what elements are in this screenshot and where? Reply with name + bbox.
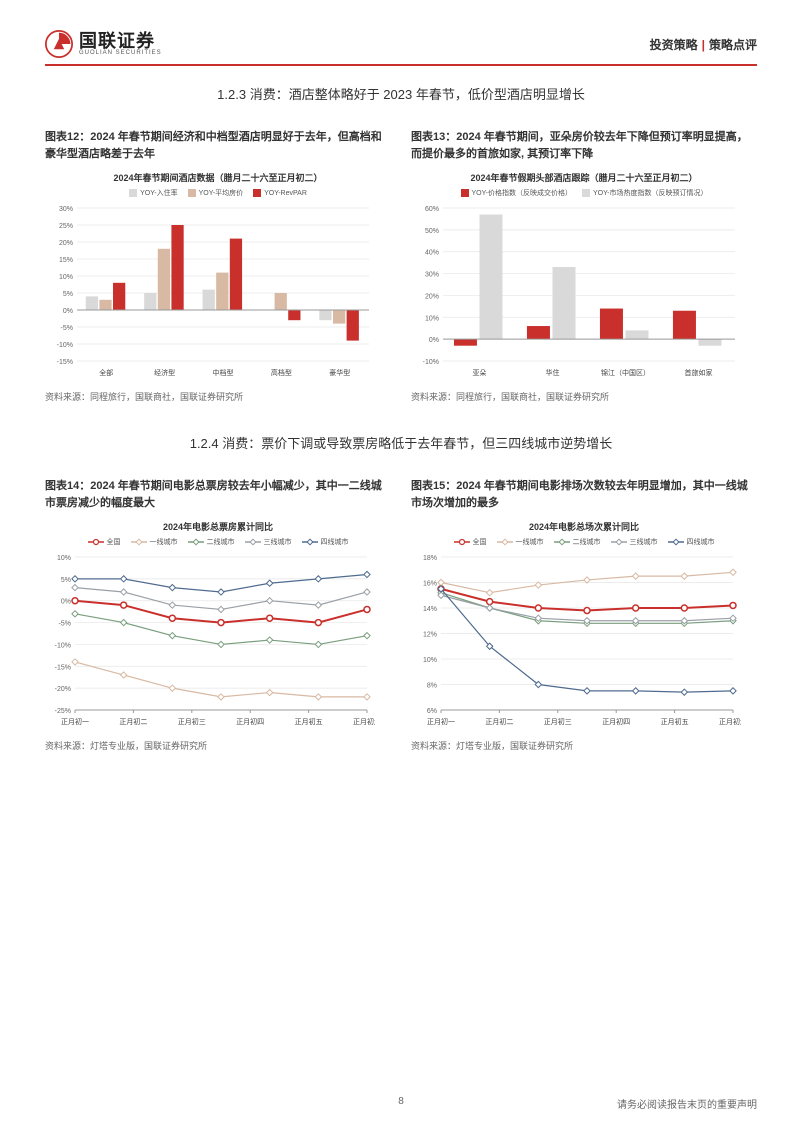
section-num: 1.2.3 [217, 87, 246, 102]
fig14-source: 资料来源：灯塔专业版，国联证券研究所 [45, 739, 391, 752]
svg-text:60%: 60% [425, 206, 439, 213]
svg-text:豪华型: 豪华型 [329, 368, 350, 377]
svg-text:-10%: -10% [57, 342, 73, 349]
section-title-124: 1.2.4 消费：票价下调或导致票房略低于去年春节，但三四线城市逆势增长 [45, 433, 757, 452]
breadcrumb-b: 策略点评 [709, 38, 757, 52]
fig14-legend: 全国一线城市二线城市三线城市四线城市 [45, 537, 391, 547]
svg-text:0%: 0% [61, 599, 71, 606]
svg-text:5%: 5% [61, 577, 71, 584]
fig15-legend: 全国一线城市二线城市三线城市四线城市 [411, 537, 757, 547]
svg-text:华住: 华住 [546, 368, 560, 377]
row-fig-12-13: 图表12：2024 年春节期间经济和中档型酒店明显好于去年，但高档和豪华型酒店略… [45, 129, 757, 403]
svg-text:15%: 15% [59, 257, 73, 264]
page-header: 国联证券 GUOLIAN SECURITIES 投资策略 | 策略点评 [45, 30, 757, 66]
fig12-caption: 图表12：2024 年春节期间经济和中档型酒店明显好于去年，但高档和豪华型酒店略… [45, 129, 391, 163]
fig13-chart: -10% 0% 10% 20% 30% 40% 50% 60% 亚朵 华住 锦江（中国区） 首旅如家 [411, 204, 741, 379]
svg-text:5%: 5% [63, 291, 73, 298]
svg-text:正月初一: 正月初一 [427, 717, 455, 726]
fig15-source: 资料来源：灯塔专业版，国联证券研究所 [411, 739, 757, 752]
fig13-title: 2024年春节假期头部酒店跟踪（腊月二十六至正月初二） [411, 171, 757, 184]
svg-text:30%: 30% [425, 272, 439, 279]
fig15-caption: 图表15：2024 年春节期间电影排场次数较去年明显增加，其中一线城市场次增加的… [411, 478, 757, 512]
section-label: 消费：酒店整体略好于 2023 年春节，低价型酒店明显增长 [250, 87, 585, 102]
svg-text:全部: 全部 [99, 368, 113, 377]
fig12-chart: -15% -10% -5% 0% 5% 10% 15% 20% 25% 30% 全部 经济型 中档型 高档… [45, 204, 375, 379]
svg-text:首旅如家: 首旅如家 [685, 368, 713, 377]
svg-text:30%: 30% [59, 206, 73, 213]
svg-text:-20%: -20% [55, 686, 71, 693]
svg-text:高档型: 高档型 [271, 368, 292, 377]
guolian-logo-icon [45, 30, 73, 58]
svg-text:20%: 20% [59, 240, 73, 247]
logo-en: GUOLIAN SECURITIES [79, 50, 162, 56]
fig13: 图表13：2024 年春节期间，亚朵房价较去年下降但预订率明显提高，而提价最多的… [411, 129, 757, 403]
svg-text:正月初六: 正月初六 [353, 717, 375, 726]
fig13-legend: YOY-价格指数（反映成交价格）YOY-市场热度指数（反映预订情况） [411, 188, 757, 198]
section-title-123: 1.2.3 消费：酒店整体略好于 2023 年春节，低价型酒店明显增长 [45, 84, 757, 103]
svg-text:正月初五: 正月初五 [661, 717, 689, 726]
svg-text:0%: 0% [429, 337, 439, 344]
svg-text:14%: 14% [423, 606, 437, 613]
svg-text:16%: 16% [423, 581, 437, 588]
svg-text:25%: 25% [59, 223, 73, 230]
svg-text:12%: 12% [423, 632, 437, 639]
svg-text:10%: 10% [59, 274, 73, 281]
svg-text:锦江（中国区）: 锦江（中国区） [601, 368, 650, 377]
svg-text:20%: 20% [425, 293, 439, 300]
svg-text:正月初二: 正月初二 [485, 717, 513, 726]
fig12: 图表12：2024 年春节期间经济和中档型酒店明显好于去年，但高档和豪华型酒店略… [45, 129, 391, 403]
fig13-caption: 图表13：2024 年春节期间，亚朵房价较去年下降但预订率明显提高，而提价最多的… [411, 129, 757, 163]
svg-text:-5%: -5% [61, 325, 73, 332]
svg-text:-10%: -10% [55, 642, 71, 649]
fig15-chart: 6% 8% 10% 12% 14% 16% 18% 正月初一 正月初二 正月初三 正月初四 正月初五 正… [411, 553, 741, 728]
breadcrumb-a: 投资策略 [650, 38, 698, 52]
fig12-legend: YOY-入住率YOY-平均房价YOY-RevPAR [45, 188, 391, 198]
fig15: 图表15：2024 年春节期间电影排场次数较去年明显增加，其中一线城市场次增加的… [411, 478, 757, 752]
section-num: 1.2.4 [190, 436, 219, 451]
svg-text:-5%: -5% [59, 621, 71, 628]
svg-text:亚朵: 亚朵 [473, 369, 487, 377]
svg-text:经济型: 经济型 [154, 368, 175, 377]
logo-cn: 国联证券 [79, 32, 162, 50]
fig14-title: 2024年电影总票房累计同比 [45, 520, 391, 533]
svg-text:正月初三: 正月初三 [544, 717, 572, 726]
fig12-source: 资料来源：同程旅行，国联商社，国联证券研究所 [45, 390, 391, 403]
svg-text:0%: 0% [63, 308, 73, 315]
svg-text:18%: 18% [423, 555, 437, 562]
breadcrumb: 投资策略 | 策略点评 [650, 36, 757, 53]
page-footer: 8 请务必阅读报告末页的重要声明 [0, 1096, 802, 1111]
svg-text:-25%: -25% [55, 708, 71, 715]
row-fig-14-15: 图表14：2024 年春节期间电影总票房较去年小幅减少，其中一二线城市票房减少的… [45, 478, 757, 752]
svg-text:正月初三: 正月初三 [178, 717, 206, 726]
svg-text:正月初一: 正月初一 [61, 717, 89, 726]
svg-text:正月初四: 正月初四 [236, 717, 264, 726]
disclaimer: 请务必阅读报告末页的重要声明 [617, 1096, 757, 1111]
svg-text:10%: 10% [423, 657, 437, 664]
svg-text:40%: 40% [425, 250, 439, 257]
svg-text:中档型: 中档型 [213, 368, 234, 377]
svg-text:10%: 10% [425, 315, 439, 322]
svg-text:-15%: -15% [55, 664, 71, 671]
page-number: 8 [398, 1096, 404, 1107]
svg-text:正月初五: 正月初五 [295, 717, 323, 726]
svg-text:10%: 10% [57, 555, 71, 562]
breadcrumb-sep: | [702, 38, 705, 52]
svg-text:正月初六: 正月初六 [719, 717, 741, 726]
svg-text:-10%: -10% [423, 359, 439, 366]
fig15-title: 2024年电影总场次累计同比 [411, 520, 757, 533]
fig14-chart: -25% -20% -15% -10% -5% 0% 5% 10% 正月初一 正月初二 正月初三 正月… [45, 553, 375, 728]
svg-text:正月初二: 正月初二 [119, 717, 147, 726]
svg-text:正月初四: 正月初四 [602, 717, 630, 726]
svg-text:8%: 8% [427, 683, 437, 690]
svg-text:6%: 6% [427, 708, 437, 715]
fig14: 图表14：2024 年春节期间电影总票房较去年小幅减少，其中一二线城市票房减少的… [45, 478, 391, 752]
fig13-source: 资料来源：同程旅行，国联商社，国联证券研究所 [411, 390, 757, 403]
svg-text:50%: 50% [425, 228, 439, 235]
svg-text:-15%: -15% [57, 359, 73, 366]
section-label: 消费：票价下调或导致票房略低于去年春节，但三四线城市逆势增长 [222, 436, 612, 451]
fig12-title: 2024年春节期间酒店数据（腊月二十六至正月初二） [45, 171, 391, 184]
fig14-caption: 图表14：2024 年春节期间电影总票房较去年小幅减少，其中一二线城市票房减少的… [45, 478, 391, 512]
logo: 国联证券 GUOLIAN SECURITIES [45, 30, 162, 58]
